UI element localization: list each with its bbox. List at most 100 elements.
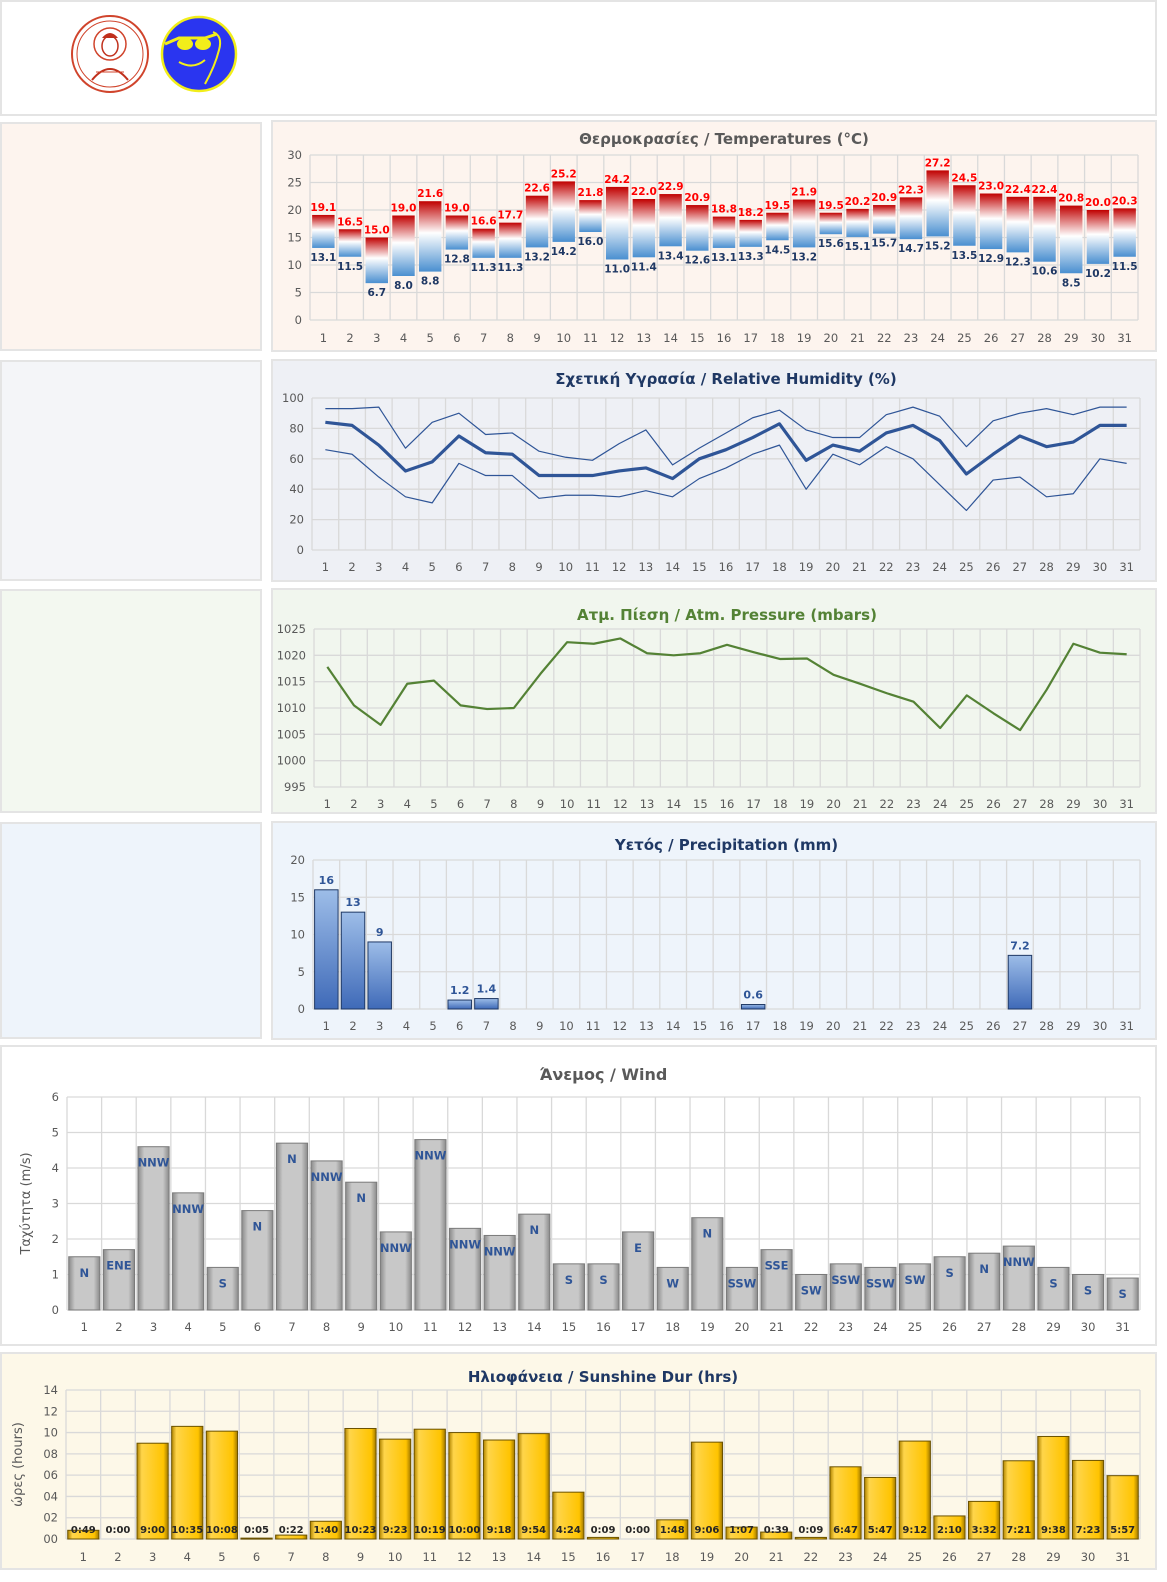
sun-data-label: 1:48 (660, 1525, 685, 1536)
chart-title: Θερμοκρασίες / Temperatures (°C) (579, 130, 869, 148)
x-tick-label: 4 (402, 560, 409, 574)
sun-bar (67, 1529, 100, 1540)
x-tick-label: 20 (734, 1550, 749, 1564)
temperature-range-bar (792, 199, 816, 248)
x-tick-label: 2 (114, 1550, 121, 1564)
max-temp-label: 20.2 (845, 196, 871, 208)
wind-data-label: S (1049, 1276, 1057, 1290)
min-temp-label: 13.1 (711, 252, 737, 264)
wind-data-label: NNW (414, 1149, 446, 1163)
x-tick-label: 16 (720, 797, 735, 811)
wind-bar (622, 1231, 655, 1311)
sun-bar (171, 1425, 204, 1540)
wind-data-label: NNW (380, 1241, 412, 1255)
max-temp-label: 22.9 (658, 181, 684, 193)
temperature-range-bar (712, 216, 736, 248)
wind-bar (414, 1139, 447, 1311)
x-tick-label: 25 (959, 797, 974, 811)
wind-bar (829, 1263, 862, 1311)
temperature-range-bar (499, 222, 522, 258)
sun-data-label: 9:38 (1041, 1525, 1066, 1536)
chart-title: Ηλιοφάνεια / Sunshine Dur (hrs) (468, 1368, 738, 1386)
sun-bar (344, 1427, 377, 1540)
y-tick-label: 5 (52, 1126, 59, 1140)
chart-title: Ατμ. Πίεση / Atm. Pressure (mbars) (577, 606, 877, 624)
x-tick-label: 26 (942, 1320, 957, 1334)
y-tick-label: 5 (295, 286, 302, 300)
wind-data-label: NNW (311, 1170, 343, 1184)
sun-bar (240, 1537, 273, 1540)
temperature-range-bar (392, 215, 415, 276)
prec-bar (314, 889, 339, 1010)
y-tick-label: 15 (290, 890, 305, 904)
x-tick-label: 30 (1091, 331, 1106, 345)
x-tick-label: 8 (510, 797, 517, 811)
min-temp-label: 11.4 (631, 261, 657, 273)
y-tick-label: 1000 (277, 754, 306, 768)
sun-data-label: 0:49 (71, 1525, 96, 1536)
x-tick-label: 27 (977, 1320, 992, 1334)
min-temp-label: 13.5 (951, 250, 977, 262)
min-temp-label: 11.3 (471, 262, 497, 274)
x-tick-label: 15 (562, 1320, 577, 1334)
wind-bar (898, 1263, 932, 1311)
x-tick-label: 30 (1081, 1550, 1096, 1564)
wind-data-label: N (287, 1152, 297, 1166)
max-temp-label: 19.0 (391, 203, 417, 215)
y-tick-label: 1015 (277, 675, 306, 689)
sun-data-label: 0:00 (625, 1525, 650, 1536)
max-temp-label: 22.4 (1032, 184, 1058, 196)
sun-data-label: 10:00 (448, 1525, 480, 1536)
mean-hum-line (325, 420, 1127, 481)
sun-data-label: 6:47 (833, 1525, 858, 1536)
x-tick-label: 22 (804, 1320, 819, 1334)
max-hum-line (325, 406, 1127, 466)
prec-data-label: 0.6 (743, 989, 763, 1002)
sun-data-label: 0:22 (279, 1525, 304, 1536)
x-tick-label: 17 (746, 797, 761, 811)
x-tick-label: 21 (769, 1550, 784, 1564)
sun-data-label: 10:19 (414, 1525, 446, 1536)
x-tick-label: 12 (610, 331, 625, 345)
min-temp-label: 14.7 (898, 243, 924, 255)
max-temp-label: 25.2 (551, 168, 577, 180)
sun-bar (482, 1439, 516, 1540)
x-tick-label: 11 (585, 560, 600, 574)
wind-data-label: S (599, 1273, 607, 1287)
x-tick-label: 3 (377, 797, 384, 811)
max-temp-label: 22.3 (898, 184, 924, 196)
x-tick-label: 7 (483, 1019, 490, 1033)
y-tick-label: 0 (52, 1303, 59, 1317)
temperature-range-bar (338, 229, 362, 257)
x-tick-label: 7 (482, 560, 489, 574)
x-tick-label: 3 (373, 331, 380, 345)
min-temp-label: 16.0 (577, 236, 603, 248)
max-temp-label: 17.7 (497, 210, 523, 222)
sun-data-label: 0:00 (106, 1525, 131, 1536)
temperature-range-bar (605, 186, 629, 260)
min-temp-label: 11.5 (1112, 261, 1138, 273)
header-logos-panel (0, 0, 1157, 116)
temperature-range-bar (552, 181, 575, 242)
sun-bar (656, 1519, 689, 1540)
temperature-range-bar (1033, 196, 1056, 262)
min-temp-label: 8.0 (394, 280, 413, 292)
x-tick-label: 14 (666, 1019, 681, 1033)
wind-bar (1037, 1266, 1070, 1311)
x-tick-label: 8 (507, 331, 514, 345)
sun-bar (794, 1536, 827, 1540)
wind-bar (1002, 1245, 1035, 1311)
max-temp-label: 21.9 (791, 187, 817, 199)
x-tick-label: 2 (115, 1320, 122, 1334)
x-tick-label: 18 (665, 1320, 680, 1334)
wind-data-label: E (634, 1241, 642, 1255)
wind-bar (656, 1266, 689, 1311)
x-tick-label: 4 (400, 331, 407, 345)
x-tick-label: 29 (1066, 1019, 1081, 1033)
sun-bar (898, 1440, 931, 1540)
x-tick-label: 16 (719, 1019, 734, 1033)
min-temp-label: 11.0 (604, 264, 630, 276)
temperature-range-bar (846, 208, 869, 237)
y-tick-label: 04 (43, 1489, 58, 1503)
